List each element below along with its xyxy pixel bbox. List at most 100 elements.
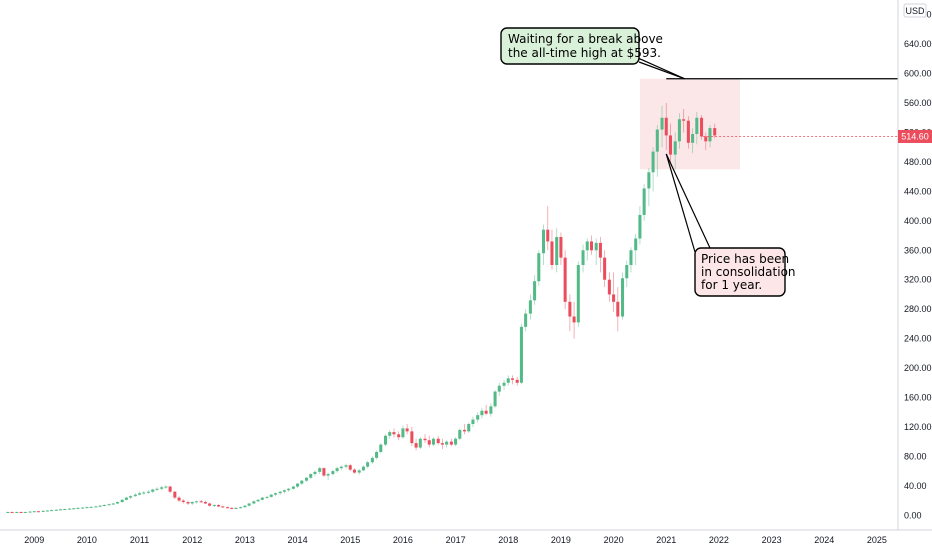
candle-body xyxy=(32,511,36,513)
candle-up xyxy=(138,491,142,496)
candle-body xyxy=(467,424,471,432)
candle-body xyxy=(282,490,286,492)
candle-down xyxy=(510,375,514,385)
candle-down xyxy=(559,232,563,265)
candle-body xyxy=(181,500,185,503)
candle-body xyxy=(700,117,704,137)
candle-body xyxy=(269,494,273,497)
candle-up xyxy=(63,508,67,511)
candle-body xyxy=(410,431,414,444)
candle-body xyxy=(59,509,63,511)
candle-down xyxy=(36,510,40,513)
candle-body xyxy=(199,501,203,503)
candle-body xyxy=(537,253,541,282)
candle-up xyxy=(305,477,309,483)
candle-down xyxy=(668,123,672,164)
candle-body xyxy=(243,505,247,508)
candle-body xyxy=(142,492,146,494)
candle-up xyxy=(594,238,598,265)
candle-body xyxy=(607,279,611,295)
candle-up xyxy=(155,487,159,491)
candle-body xyxy=(173,491,177,498)
y-tick-label: 640.00 xyxy=(904,39,932,49)
candle-body xyxy=(704,136,708,142)
candle-up xyxy=(370,456,374,464)
candle-up xyxy=(524,309,528,332)
candle-up xyxy=(331,469,335,476)
candle-up xyxy=(278,490,282,495)
callout-consolidation-line-3: for 1 year. xyxy=(701,278,762,292)
currency-badge: USD xyxy=(903,3,927,18)
candle-body xyxy=(589,241,593,251)
candle-down xyxy=(612,272,616,313)
x-axis[interactable]: 2009 2010 2011 2012 2013 2014 2015 2016 2017 2018… xyxy=(0,529,932,550)
candle-up xyxy=(691,128,695,154)
y-axis[interactable]: 0.00 40.00 80.00 120.00 160.00 200.00 240.00 28… xyxy=(897,0,932,530)
candle-up xyxy=(489,403,493,417)
candle-up xyxy=(388,429,392,439)
candle-body xyxy=(357,470,361,473)
candle-down xyxy=(440,438,444,450)
y-tick-label: 440.00 xyxy=(904,186,932,196)
candle-down xyxy=(546,206,550,251)
candle-down xyxy=(616,287,620,332)
candle-down xyxy=(427,435,431,448)
candle-down xyxy=(352,468,356,475)
candle-up xyxy=(401,425,405,439)
x-tick-label: 2010 xyxy=(77,535,97,545)
candle-body xyxy=(493,391,497,407)
x-tick-label: 2024 xyxy=(814,535,834,545)
candle-up xyxy=(533,275,537,305)
candle-up xyxy=(318,466,322,475)
candle-body xyxy=(414,443,418,448)
candle-up xyxy=(655,125,659,177)
candle-body xyxy=(54,509,58,511)
candle-body xyxy=(352,469,356,473)
candle-body xyxy=(10,511,14,513)
candle-body xyxy=(305,477,309,481)
candle-body xyxy=(388,432,392,436)
candle-body xyxy=(168,486,172,492)
callout-resistance-pointer xyxy=(638,61,685,80)
candle-up xyxy=(418,437,422,450)
candle-body xyxy=(107,504,111,506)
candle-body xyxy=(454,438,458,445)
candle-body xyxy=(677,119,681,142)
candle-down xyxy=(208,502,212,507)
x-tick-label: 2022 xyxy=(709,535,729,545)
candle-up xyxy=(471,416,475,427)
candle-body xyxy=(555,237,559,265)
callout-consolidation-line-1: Price has been xyxy=(701,252,789,266)
candle-up xyxy=(81,507,85,509)
candle-up xyxy=(59,508,63,511)
y-tick-label: 280.00 xyxy=(904,304,932,314)
candle-body xyxy=(50,510,54,512)
candle-body xyxy=(616,301,620,317)
x-tick-label: 2018 xyxy=(498,535,518,545)
candle-body xyxy=(177,497,181,501)
candle-up xyxy=(247,502,251,507)
candle-down xyxy=(664,103,668,151)
candle-up xyxy=(537,250,541,286)
candle-down xyxy=(177,496,181,503)
candle-body xyxy=(94,506,98,508)
x-tick-label: 2023 xyxy=(762,535,782,545)
candle-up xyxy=(252,500,256,505)
candle-up xyxy=(625,260,629,288)
candle-body xyxy=(660,117,664,130)
candle-up xyxy=(260,496,264,501)
candle-body xyxy=(533,281,537,301)
y-tick-label: 40.00 xyxy=(904,481,927,491)
candle-up xyxy=(265,496,269,500)
candle-up xyxy=(23,511,27,514)
candle-body xyxy=(664,117,668,136)
candle-up xyxy=(291,485,295,490)
candle-up xyxy=(642,184,646,221)
candle-down xyxy=(203,500,207,505)
candle-body xyxy=(76,507,80,509)
candle-body xyxy=(594,242,598,251)
candle-body xyxy=(147,491,151,493)
candle-up xyxy=(115,501,119,505)
candle-up xyxy=(160,485,164,491)
